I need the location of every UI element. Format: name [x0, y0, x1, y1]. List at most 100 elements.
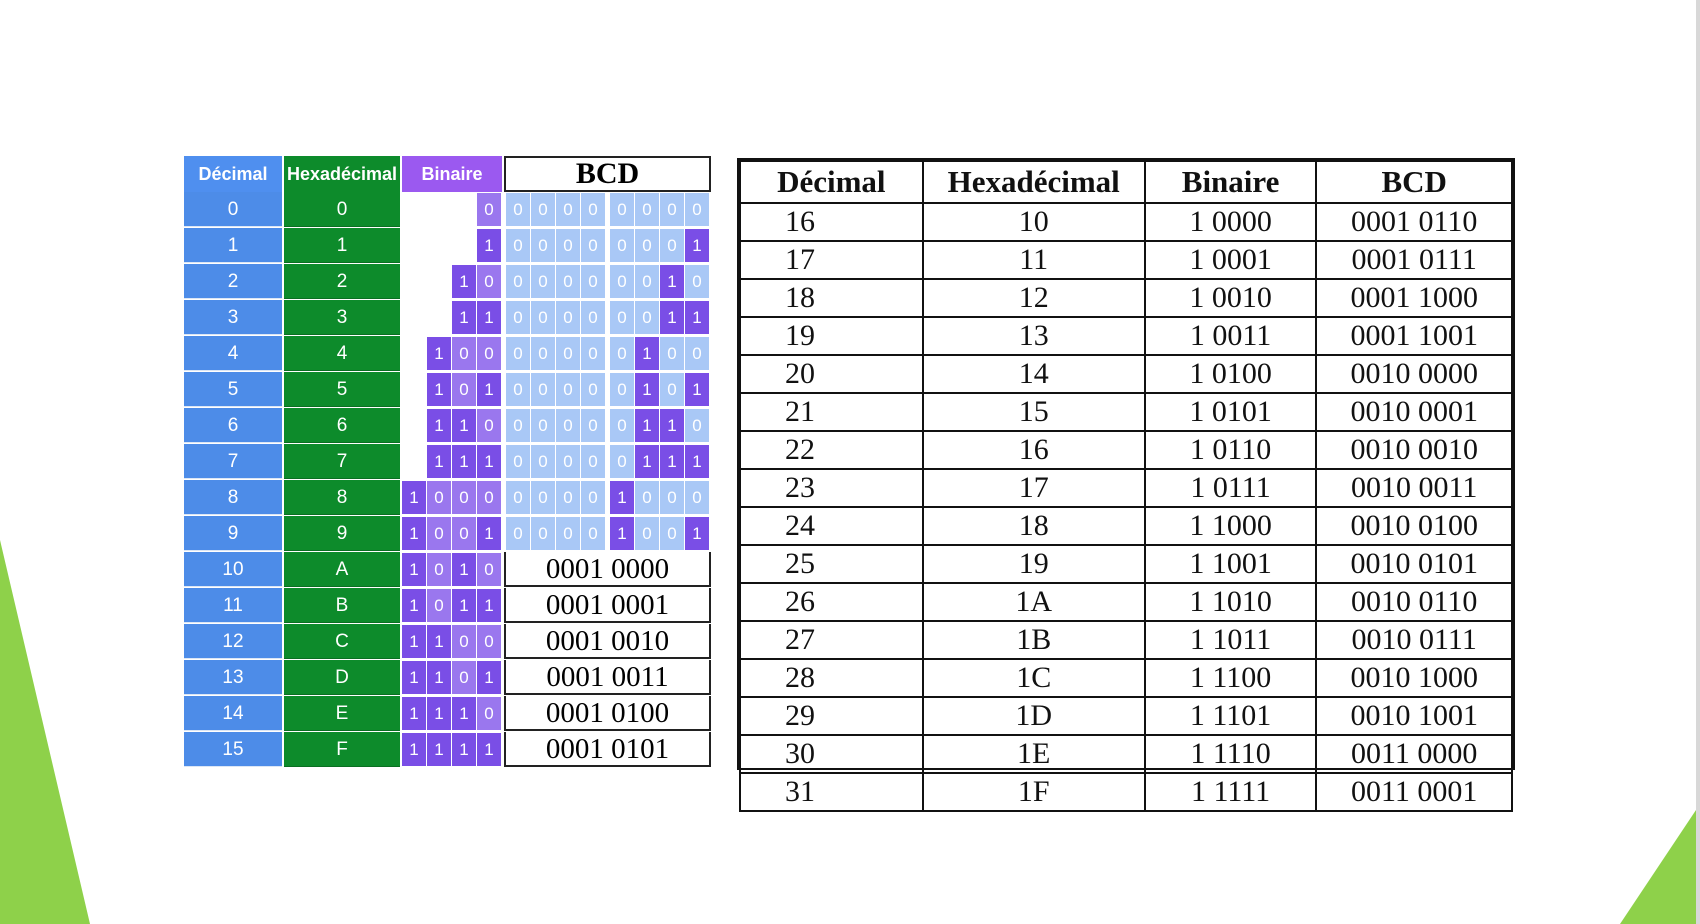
decimal-cell: 10	[184, 552, 282, 587]
decimal-cell: 7	[184, 444, 282, 479]
binary-bit: 1	[477, 373, 501, 406]
binary-bit: 1	[402, 481, 426, 514]
bcd-bit: 0	[635, 301, 659, 334]
bcd-bit: 0	[581, 301, 605, 334]
bcd-bit: 0	[610, 409, 634, 442]
bcd-cell: 0010 0000	[1315, 354, 1513, 394]
hexadecimal-cell: 1D	[921, 696, 1146, 736]
decimal-cell: 15	[184, 732, 282, 767]
bcd-cell: 0010 0100	[1315, 506, 1513, 546]
header-binary: Binaire	[402, 156, 502, 192]
binary-cell: 1 0111	[1143, 468, 1318, 508]
binary-cell: 1 1010	[1143, 582, 1318, 622]
hexadecimal-cell: 1	[284, 228, 400, 263]
decimal-cell: 20	[739, 354, 924, 394]
binary-bit: 1	[427, 409, 451, 442]
bcd-bit: 1	[610, 517, 634, 550]
bcd-bit: 1	[635, 337, 659, 370]
bcd-bit: 0	[660, 481, 684, 514]
decimal-cell: 3	[184, 300, 282, 335]
table-row: 22 16 1 0110 0010 0010	[739, 430, 1513, 470]
bcd-cell: 0001 1000	[1315, 278, 1513, 318]
bcd-bit: 0	[610, 445, 634, 478]
header-bcd: BCD	[1315, 160, 1513, 204]
bcd-bit: 0	[506, 229, 530, 262]
binary-bit: 1	[452, 445, 476, 478]
table-row: 10 A 1 0 1 0 0001 0000	[184, 552, 711, 587]
bcd-bit: 0	[660, 229, 684, 262]
bcd-bit: 0	[685, 481, 709, 514]
binary-bit: 1	[427, 337, 451, 370]
binary-bit: 1	[452, 409, 476, 442]
decimal-cell: 1	[184, 228, 282, 263]
table-row: 12 C 1 1 0 0 0001 0010	[184, 624, 711, 659]
bcd-bit: 1	[660, 445, 684, 478]
header-decimal: Décimal	[184, 156, 282, 192]
bcd-bit: 0	[685, 193, 709, 226]
table-row: 16 10 1 0000 0001 0110	[739, 202, 1513, 242]
hexadecimal-cell: C	[284, 624, 400, 659]
binary-bit: 0	[452, 625, 476, 658]
decimal-cell: 30	[739, 734, 924, 774]
decimal-cell: 26	[739, 582, 924, 622]
binary-bit: 0	[477, 193, 501, 226]
decimal-cell: 27	[739, 620, 924, 660]
hexadecimal-cell: A	[284, 552, 400, 587]
bcd-bit: 0	[635, 517, 659, 550]
binary-bit: 1	[427, 445, 451, 478]
table-row: 30 1E 1 1110 0011 0000	[739, 734, 1513, 774]
hexadecimal-cell: 14	[921, 354, 1146, 394]
bcd-bit: 0	[610, 301, 634, 334]
decimal-cell: 19	[739, 316, 924, 356]
binary-bit: 0	[427, 517, 451, 550]
bcd-bit: 1	[685, 301, 709, 334]
hexadecimal-cell: 13	[921, 316, 1146, 356]
bcd-cell: 0001 0000	[504, 552, 711, 587]
right-table-header-row: Décimal Hexadécimal Binaire BCD	[739, 160, 1513, 204]
decimal-cell: 14	[184, 696, 282, 731]
binary-bit: 0	[477, 409, 501, 442]
bcd-cell: 0001 0011	[504, 660, 711, 695]
bcd-bit: 0	[506, 445, 530, 478]
binary-cell: 1 0000	[1143, 202, 1318, 242]
bcd-bit: 0	[660, 193, 684, 226]
decimal-cell: 28	[739, 658, 924, 698]
binary-bit: 1	[402, 553, 426, 586]
bcd-bit: 0	[685, 409, 709, 442]
bcd-bit: 0	[531, 373, 555, 406]
hexadecimal-cell: F	[284, 732, 400, 767]
binary-bit: 1	[452, 265, 476, 298]
decimal-cell: 16	[739, 202, 924, 242]
table-row: 24 18 1 1000 0010 0100	[739, 506, 1513, 546]
binary-bit: 1	[427, 625, 451, 658]
bcd-bit: 0	[685, 337, 709, 370]
decimal-cell: 31	[739, 772, 924, 812]
binary-bit: 1	[477, 661, 501, 694]
binary-bit: 0	[452, 373, 476, 406]
bcd-bit: 0	[531, 481, 555, 514]
bcd-bit: 1	[635, 445, 659, 478]
binary-cell: 1 0100	[1143, 354, 1318, 394]
binary-bit: 1	[477, 517, 501, 550]
hexadecimal-cell: 5	[284, 372, 400, 407]
bcd-bit: 0	[556, 445, 580, 478]
hexadecimal-cell: 10	[921, 202, 1146, 242]
decimal-cell: 11	[184, 588, 282, 623]
